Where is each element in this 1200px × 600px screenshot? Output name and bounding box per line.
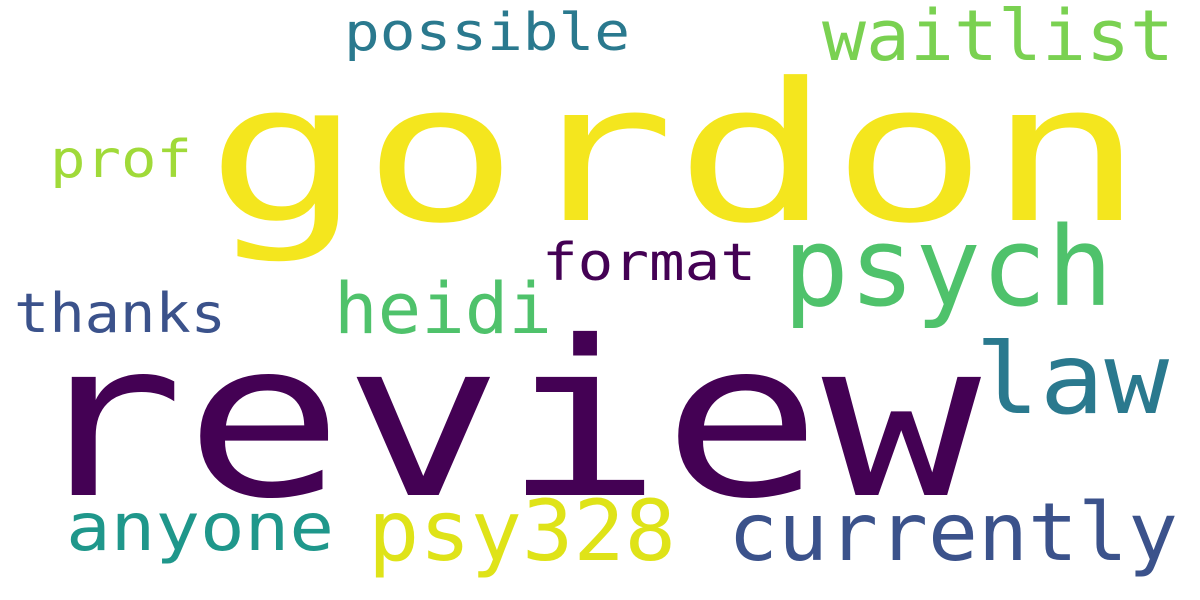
word-heidi: heidi bbox=[334, 268, 552, 350]
word-currently: currently bbox=[728, 486, 1178, 579]
word-thanks: thanks bbox=[14, 282, 226, 345]
word-review: review bbox=[25, 295, 982, 546]
word-prof: prof bbox=[50, 130, 192, 190]
word-possible: possible bbox=[344, 3, 630, 63]
word-psych: psych bbox=[783, 203, 1113, 331]
word-psy328: psy328 bbox=[368, 482, 676, 580]
word-gordon: gordon bbox=[206, 43, 1144, 266]
word-anyone: anyone bbox=[66, 489, 334, 566]
word-waitlist: waitlist bbox=[822, 0, 1174, 77]
word-law: law bbox=[975, 323, 1169, 437]
word-format: format bbox=[542, 233, 756, 293]
